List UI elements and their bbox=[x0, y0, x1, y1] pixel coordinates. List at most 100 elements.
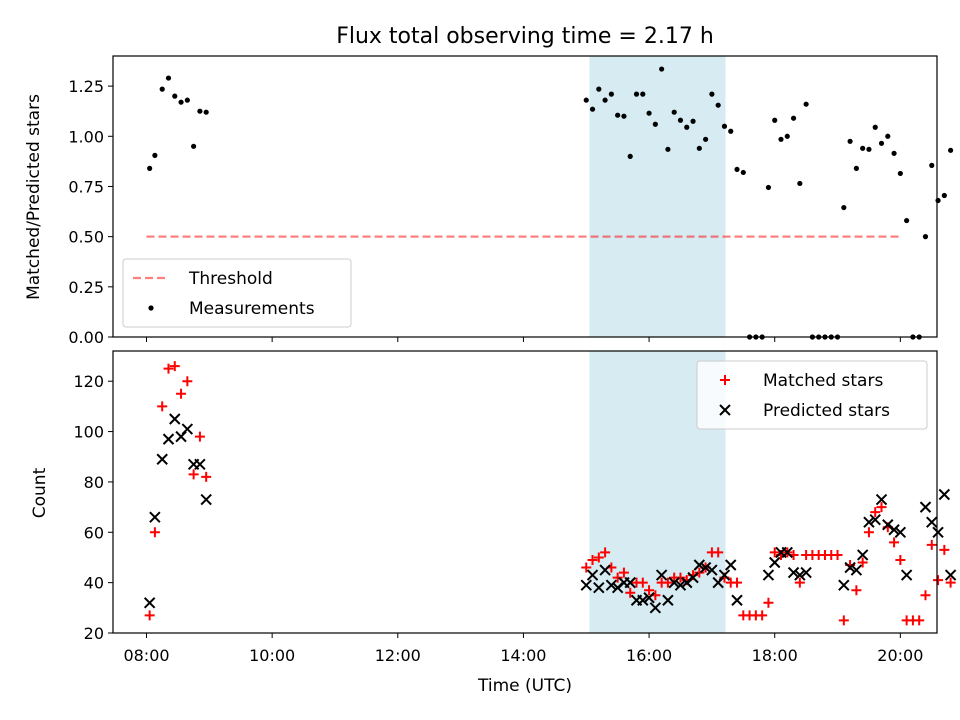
predicted-star-point bbox=[194, 458, 206, 471]
predicted-star-point bbox=[649, 602, 662, 614]
y-tick-label: 0.75 bbox=[68, 177, 104, 196]
matched-star-point bbox=[757, 610, 768, 621]
predicted-star-point bbox=[869, 513, 881, 526]
matched-star-point bbox=[637, 577, 648, 588]
matched-star-point bbox=[769, 547, 780, 558]
y-tick-label: 20 bbox=[84, 624, 104, 643]
measurement-point bbox=[583, 97, 589, 103]
y-tick-label: 40 bbox=[84, 574, 104, 593]
measurement-point bbox=[935, 197, 941, 204]
predicted-star-point bbox=[888, 524, 900, 536]
matched-star-point bbox=[593, 552, 604, 563]
measurement-point bbox=[904, 217, 910, 224]
predicted-star-point bbox=[693, 559, 706, 571]
predicted-star-point bbox=[850, 564, 863, 576]
matched-star-point bbox=[889, 537, 900, 548]
matched-star-point bbox=[926, 539, 937, 550]
predicted-star-point bbox=[580, 579, 592, 591]
predicted-star-point bbox=[900, 569, 913, 581]
x-tick-label: 14:00 bbox=[500, 646, 546, 665]
matched-star-point bbox=[201, 471, 212, 482]
matched-star-point bbox=[612, 572, 623, 583]
predicted-star-point bbox=[769, 556, 781, 569]
measurement-point bbox=[589, 106, 596, 112]
predicted-star-point bbox=[169, 413, 181, 425]
predicted-star-point bbox=[863, 516, 875, 528]
bottom-y-axis-label: Count bbox=[30, 467, 50, 518]
measurement-point bbox=[866, 146, 872, 152]
x-tick-label: 16:00 bbox=[626, 646, 672, 665]
legend: Matched stars Predicted stars bbox=[696, 360, 928, 430]
predicted-star-point bbox=[699, 561, 712, 574]
predicted-star-point bbox=[800, 566, 812, 579]
measurement-point bbox=[885, 133, 891, 139]
legend-label: Predicted stars bbox=[763, 401, 890, 421]
matched-star-point bbox=[933, 575, 944, 586]
predicted-star-point bbox=[637, 594, 649, 606]
matched-star-point bbox=[581, 562, 592, 573]
matched-star-point bbox=[157, 401, 168, 412]
matched-star-point bbox=[618, 567, 629, 578]
matched-star-point bbox=[587, 554, 598, 565]
measurement-point bbox=[665, 146, 671, 152]
ratio-panel: 0.00 0.25 0.50 0.75 1.00 1.25 Threshold Measure… bbox=[68, 55, 954, 347]
legend-label: Measurements bbox=[189, 299, 315, 319]
measurement-point bbox=[633, 91, 640, 97]
measurement-point bbox=[696, 145, 702, 151]
measurement-point bbox=[847, 138, 853, 144]
matched-star-point bbox=[920, 590, 931, 601]
predicted-star-point bbox=[687, 571, 699, 584]
measurement-point bbox=[640, 91, 646, 97]
measurement-point bbox=[891, 150, 897, 156]
matched-star-point bbox=[838, 615, 849, 626]
measurement-point bbox=[671, 109, 677, 115]
x-tick-label: 08:00 bbox=[123, 646, 169, 665]
matched-star-point bbox=[870, 507, 881, 518]
measurement-point bbox=[734, 166, 740, 173]
measurement-point bbox=[772, 117, 778, 123]
measurement-point bbox=[872, 124, 878, 130]
predicted-star-point bbox=[781, 546, 793, 559]
predicted-star-point bbox=[787, 566, 800, 579]
predicted-star-point bbox=[662, 594, 674, 606]
measurement-point bbox=[197, 108, 203, 114]
measurement-point bbox=[191, 143, 197, 149]
matched-star-point bbox=[732, 577, 743, 588]
measurement-point bbox=[878, 140, 885, 146]
predicted-star-point bbox=[875, 493, 888, 506]
series-predicted-stars bbox=[143, 413, 957, 614]
matched-star-point bbox=[188, 469, 199, 480]
predicted-star-point bbox=[668, 576, 680, 589]
axes-frame bbox=[112, 350, 938, 634]
predicted-star-point bbox=[938, 488, 951, 501]
measurement-point bbox=[841, 204, 847, 211]
matched-star-point bbox=[600, 547, 611, 558]
matched-star-point bbox=[169, 361, 180, 372]
matched-star-point bbox=[945, 577, 956, 588]
observing-window-span bbox=[589, 56, 726, 337]
measurement-point bbox=[646, 110, 652, 116]
matched-star-point bbox=[182, 376, 193, 387]
predicted-star-point bbox=[655, 569, 668, 581]
matched-star-point bbox=[857, 557, 868, 568]
measurement-point bbox=[659, 66, 665, 72]
measurement-point bbox=[152, 152, 158, 158]
legend-label: Threshold bbox=[188, 269, 273, 289]
y-tick-label: 80 bbox=[84, 473, 104, 492]
series-measurements bbox=[147, 66, 954, 340]
measurement-point bbox=[677, 117, 684, 123]
predicted-star-point bbox=[605, 579, 618, 591]
measurement-point bbox=[178, 99, 184, 105]
measurement-point bbox=[684, 124, 690, 130]
predicted-star-point bbox=[674, 579, 687, 591]
predicted-star-point bbox=[643, 592, 655, 604]
top-y-axis-label: Matched/Predicted stars bbox=[24, 94, 44, 300]
y-tick-label: 0.00 bbox=[68, 328, 104, 347]
legend-box bbox=[122, 258, 352, 328]
predicted-star-point bbox=[944, 569, 957, 581]
measurement-point bbox=[652, 121, 658, 127]
x-axis-label: Time (UTC) bbox=[477, 676, 572, 696]
predicted-star-point bbox=[894, 526, 907, 538]
matched-star-point bbox=[794, 577, 805, 588]
chart-title: Flux total observing time = 2.17 h bbox=[336, 24, 714, 49]
